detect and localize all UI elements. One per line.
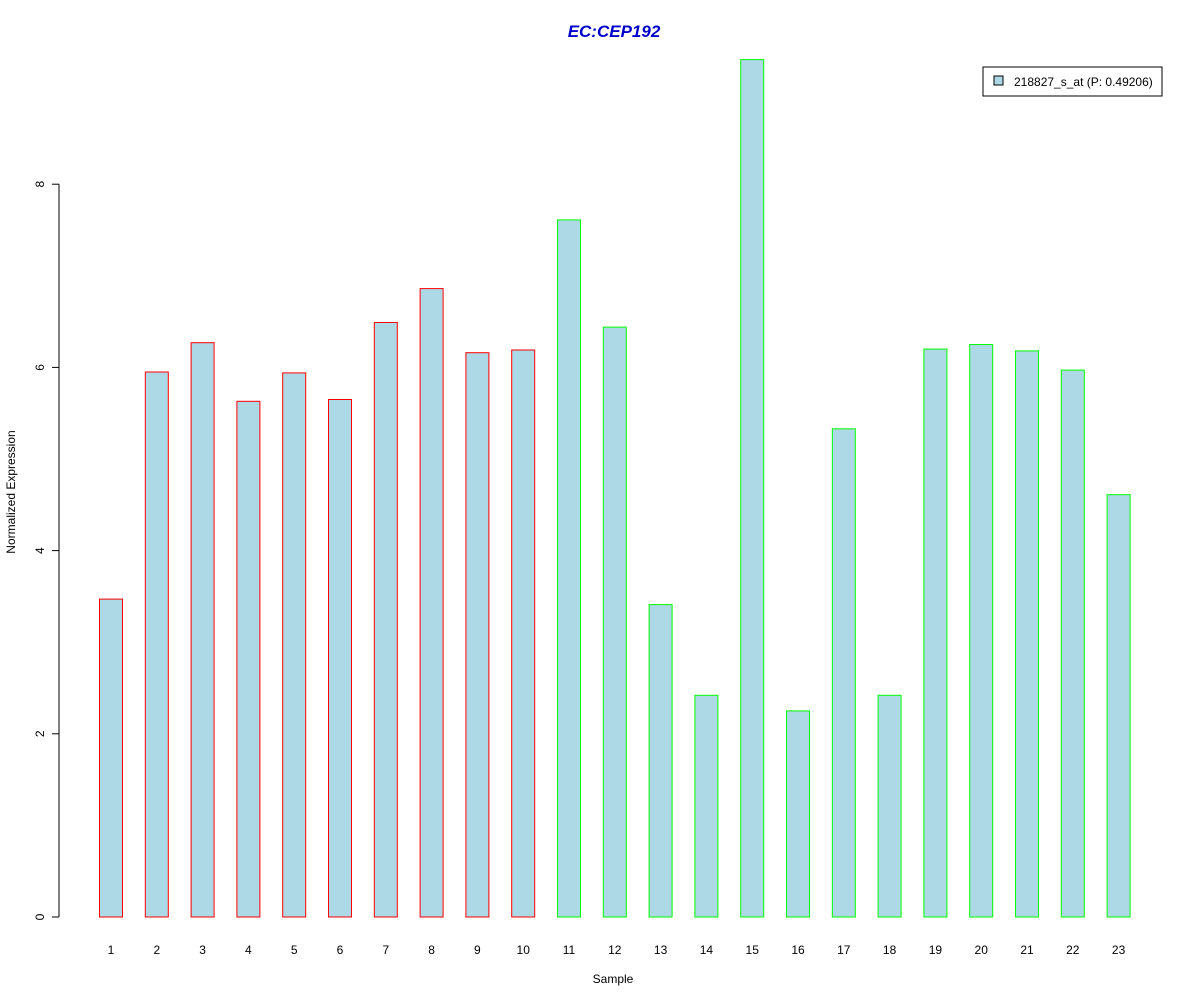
x-tick-label: 15 bbox=[746, 943, 760, 957]
bar-sample-1 bbox=[99, 598, 123, 918]
x-tick-labels: 1 2 3 4 5 6 7 8 9 10 11 12 13 14 15 16 17 18 19 20 21 22 23 bbox=[108, 943, 1126, 957]
bar-sample-20 bbox=[969, 344, 994, 918]
bar-sample-13 bbox=[648, 604, 673, 918]
legend: 218827_s_at (P: 0.49206) bbox=[982, 66, 1163, 97]
x-tick-label: 20 bbox=[975, 943, 989, 957]
bar-sample-9 bbox=[465, 352, 490, 918]
bar-sample-7 bbox=[373, 322, 398, 918]
x-tick-label: 6 bbox=[337, 943, 344, 957]
bar-sample-3 bbox=[190, 342, 215, 918]
bar-sample-18 bbox=[877, 694, 902, 918]
x-tick-label: 1 bbox=[108, 943, 115, 957]
x-tick-label: 18 bbox=[883, 943, 897, 957]
bars-group bbox=[99, 59, 1131, 918]
bar-sample-4 bbox=[236, 400, 261, 918]
x-tick-label: 21 bbox=[1020, 943, 1034, 957]
x-tick-label: 8 bbox=[428, 943, 435, 957]
x-axis-title: Sample bbox=[593, 972, 634, 986]
x-tick-label: 23 bbox=[1112, 943, 1126, 957]
bar-sample-21 bbox=[1015, 350, 1039, 918]
x-tick-label: 9 bbox=[474, 943, 481, 957]
bar-sample-17 bbox=[831, 428, 856, 918]
legend-box bbox=[982, 66, 1163, 97]
bar-sample-14 bbox=[694, 694, 719, 918]
x-tick-label: 17 bbox=[837, 943, 851, 957]
x-tick-label: 22 bbox=[1066, 943, 1080, 957]
bar-sample-2 bbox=[144, 371, 169, 918]
bar-sample-6 bbox=[328, 399, 352, 918]
bar-sample-8 bbox=[419, 288, 444, 918]
bar-sample-16 bbox=[786, 710, 810, 918]
y-axis-title: Normalized Expression bbox=[4, 430, 18, 553]
x-tick-label: 13 bbox=[654, 943, 668, 957]
x-tick-label: 11 bbox=[563, 943, 576, 957]
bar-sample-15 bbox=[740, 59, 765, 918]
bar-sample-11 bbox=[557, 219, 581, 918]
x-tick-label: 7 bbox=[382, 943, 389, 957]
x-tick-label: 19 bbox=[929, 943, 943, 957]
bar-sample-5 bbox=[282, 372, 307, 918]
x-tick-label: 14 bbox=[700, 943, 714, 957]
x-tick-label: 4 bbox=[245, 943, 252, 957]
bar-sample-10 bbox=[511, 349, 536, 918]
bar-sample-23 bbox=[1106, 494, 1131, 918]
bar-sample-19 bbox=[923, 348, 948, 918]
x-tick-label: 12 bbox=[608, 943, 622, 957]
y-tick-label: 4 bbox=[33, 547, 47, 554]
y-tick-label: 6 bbox=[33, 364, 47, 371]
chart-title: EC:CEP192 bbox=[568, 22, 661, 41]
bar-sample-22 bbox=[1060, 369, 1085, 918]
y-tick-label: 8 bbox=[33, 181, 47, 188]
x-tick-label: 2 bbox=[153, 943, 160, 957]
x-tick-label: 5 bbox=[291, 943, 298, 957]
x-tick-label: 10 bbox=[517, 943, 531, 957]
legend-label: 218827_s_at (P: 0.49206) bbox=[1014, 75, 1153, 89]
y-axis: 0 2 4 6 8 bbox=[33, 181, 60, 920]
y-tick-label: 0 bbox=[33, 913, 47, 920]
y-tick-label: 2 bbox=[33, 730, 47, 737]
legend-swatch bbox=[993, 75, 1004, 86]
bar-sample-12 bbox=[602, 326, 627, 918]
x-tick-label: 16 bbox=[791, 943, 805, 957]
x-tick-label: 3 bbox=[199, 943, 206, 957]
